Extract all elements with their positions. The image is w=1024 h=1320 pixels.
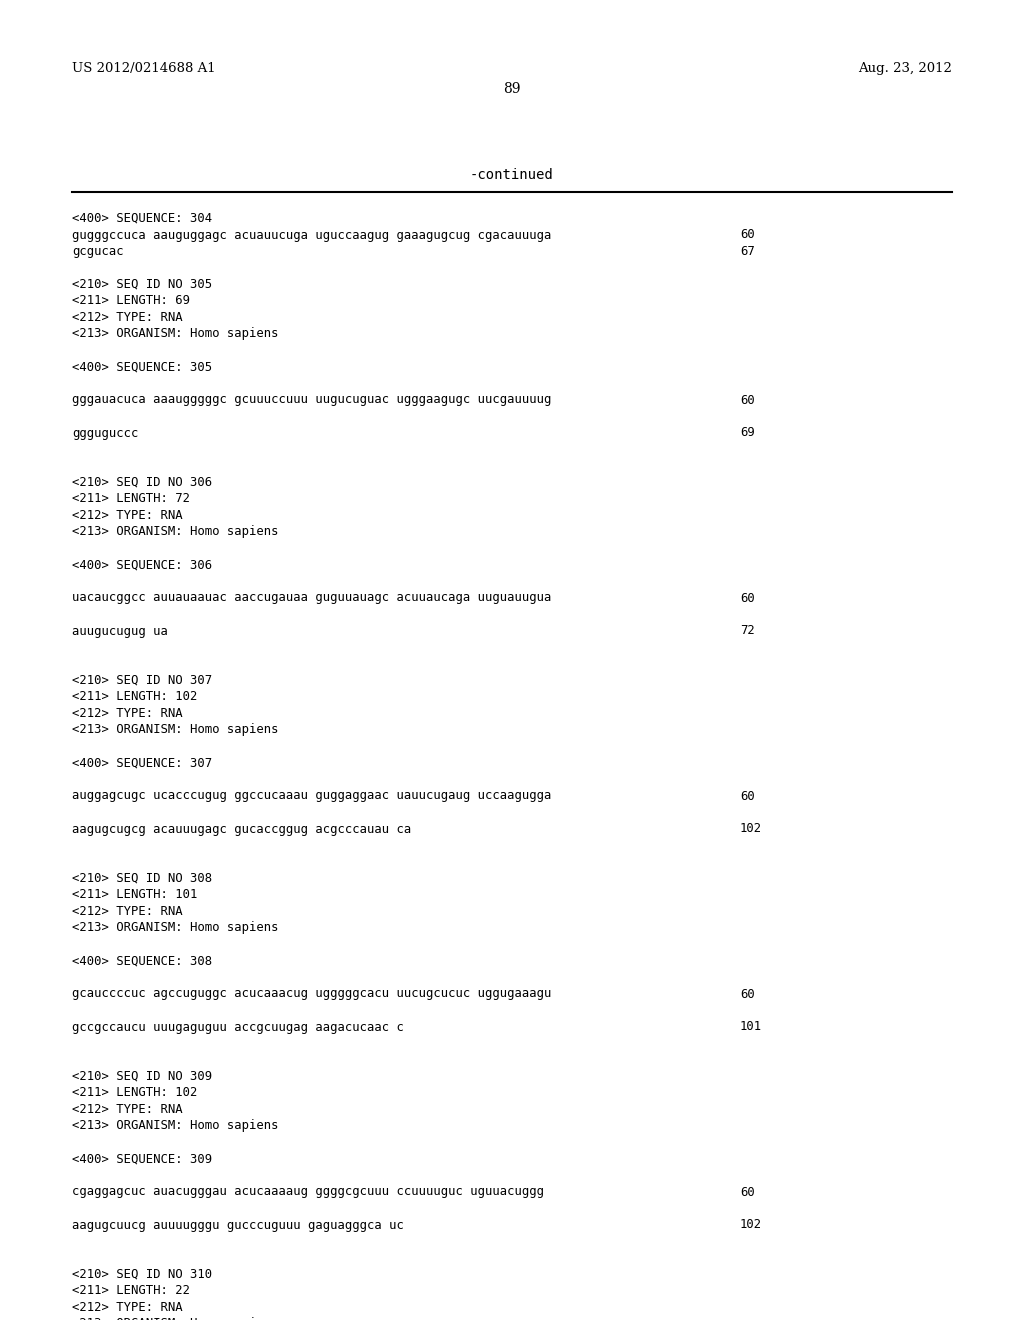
Text: 67: 67	[740, 246, 755, 257]
Text: <210> SEQ ID NO 309: <210> SEQ ID NO 309	[72, 1071, 212, 1082]
Text: <211> LENGTH: 72: <211> LENGTH: 72	[72, 492, 190, 506]
Text: <212> TYPE: RNA: <212> TYPE: RNA	[72, 906, 182, 917]
Text: <400> SEQUENCE: 305: <400> SEQUENCE: 305	[72, 360, 212, 374]
Text: <213> ORGANISM: Homo sapiens: <213> ORGANISM: Homo sapiens	[72, 921, 279, 935]
Text: 60: 60	[740, 1185, 755, 1199]
Text: 69: 69	[740, 426, 755, 440]
Text: <211> LENGTH: 101: <211> LENGTH: 101	[72, 888, 198, 902]
Text: <400> SEQUENCE: 309: <400> SEQUENCE: 309	[72, 1152, 212, 1166]
Text: <210> SEQ ID NO 307: <210> SEQ ID NO 307	[72, 675, 212, 686]
Text: uacaucggcc auuauaauac aaccugauaa guguuauagc acuuaucaga uuguauugua: uacaucggcc auuauaauac aaccugauaa guguuau…	[72, 591, 551, 605]
Text: 60: 60	[740, 393, 755, 407]
Text: 60: 60	[740, 228, 755, 242]
Text: <213> ORGANISM: Homo sapiens: <213> ORGANISM: Homo sapiens	[72, 1317, 279, 1320]
Text: Aug. 23, 2012: Aug. 23, 2012	[858, 62, 952, 75]
Text: <212> TYPE: RNA: <212> TYPE: RNA	[72, 708, 182, 719]
Text: <213> ORGANISM: Homo sapiens: <213> ORGANISM: Homo sapiens	[72, 723, 279, 737]
Text: aagugcugcg acauuugagc gucaccggug acgcccauau ca: aagugcugcg acauuugagc gucaccggug acgccca…	[72, 822, 412, 836]
Text: US 2012/0214688 A1: US 2012/0214688 A1	[72, 62, 216, 75]
Text: <213> ORGANISM: Homo sapiens: <213> ORGANISM: Homo sapiens	[72, 525, 279, 539]
Text: 60: 60	[740, 987, 755, 1001]
Text: <400> SEQUENCE: 306: <400> SEQUENCE: 306	[72, 558, 212, 572]
Text: <210> SEQ ID NO 310: <210> SEQ ID NO 310	[72, 1269, 212, 1280]
Text: <211> LENGTH: 69: <211> LENGTH: 69	[72, 294, 190, 308]
Text: auggagcugc ucacccugug ggccucaaau guggaggaac uauucugaug uccaagugga: auggagcugc ucacccugug ggccucaaau guggagg…	[72, 789, 551, 803]
Text: <212> TYPE: RNA: <212> TYPE: RNA	[72, 510, 182, 521]
Text: -continued: -continued	[470, 168, 554, 182]
Text: auugucugug ua: auugucugug ua	[72, 624, 168, 638]
Text: <211> LENGTH: 22: <211> LENGTH: 22	[72, 1284, 190, 1298]
Text: <213> ORGANISM: Homo sapiens: <213> ORGANISM: Homo sapiens	[72, 1119, 279, 1133]
Text: 102: 102	[740, 1218, 762, 1232]
Text: gggauacuca aaaugggggc gcuuuccuuu uugucuguac ugggaagugc uucgauuuug: gggauacuca aaaugggggc gcuuuccuuu uugucug…	[72, 393, 551, 407]
Text: 60: 60	[740, 789, 755, 803]
Text: <400> SEQUENCE: 304: <400> SEQUENCE: 304	[72, 213, 212, 224]
Text: <211> LENGTH: 102: <211> LENGTH: 102	[72, 690, 198, 704]
Text: 102: 102	[740, 822, 762, 836]
Text: <210> SEQ ID NO 305: <210> SEQ ID NO 305	[72, 279, 212, 290]
Text: gcauccccuc agccuguggc acucaaacug ugggggcacu uucugcucuc uggugaaagu: gcauccccuc agccuguggc acucaaacug ugggggc…	[72, 987, 551, 1001]
Text: <212> TYPE: RNA: <212> TYPE: RNA	[72, 312, 182, 323]
Text: cgaggagcuc auacugggau acucaaaaug ggggcgcuuu ccuuuuguc uguuacuggg: cgaggagcuc auacugggau acucaaaaug ggggcgc…	[72, 1185, 544, 1199]
Text: <211> LENGTH: 102: <211> LENGTH: 102	[72, 1086, 198, 1100]
Text: <212> TYPE: RNA: <212> TYPE: RNA	[72, 1302, 182, 1313]
Text: 60: 60	[740, 591, 755, 605]
Text: 72: 72	[740, 624, 755, 638]
Text: <212> TYPE: RNA: <212> TYPE: RNA	[72, 1104, 182, 1115]
Text: <213> ORGANISM: Homo sapiens: <213> ORGANISM: Homo sapiens	[72, 327, 279, 341]
Text: gugggccuca aauguggagc acuauucuga uguccaagug gaaagugcug cgacauuuga: gugggccuca aauguggagc acuauucuga uguccaa…	[72, 228, 551, 242]
Text: gccgccaucu uuugaguguu accgcuugag aagacucaac c: gccgccaucu uuugaguguu accgcuugag aagacuc…	[72, 1020, 403, 1034]
Text: 89: 89	[503, 82, 521, 96]
Text: ggguguccc: ggguguccc	[72, 426, 138, 440]
Text: <210> SEQ ID NO 306: <210> SEQ ID NO 306	[72, 477, 212, 488]
Text: <400> SEQUENCE: 307: <400> SEQUENCE: 307	[72, 756, 212, 770]
Text: aagugcuucg auuuugggu gucccuguuu gaguagggca uc: aagugcuucg auuuugggu gucccuguuu gaguaggg…	[72, 1218, 403, 1232]
Text: gcgucac: gcgucac	[72, 246, 124, 257]
Text: 101: 101	[740, 1020, 762, 1034]
Text: <210> SEQ ID NO 308: <210> SEQ ID NO 308	[72, 873, 212, 884]
Text: <400> SEQUENCE: 308: <400> SEQUENCE: 308	[72, 954, 212, 968]
